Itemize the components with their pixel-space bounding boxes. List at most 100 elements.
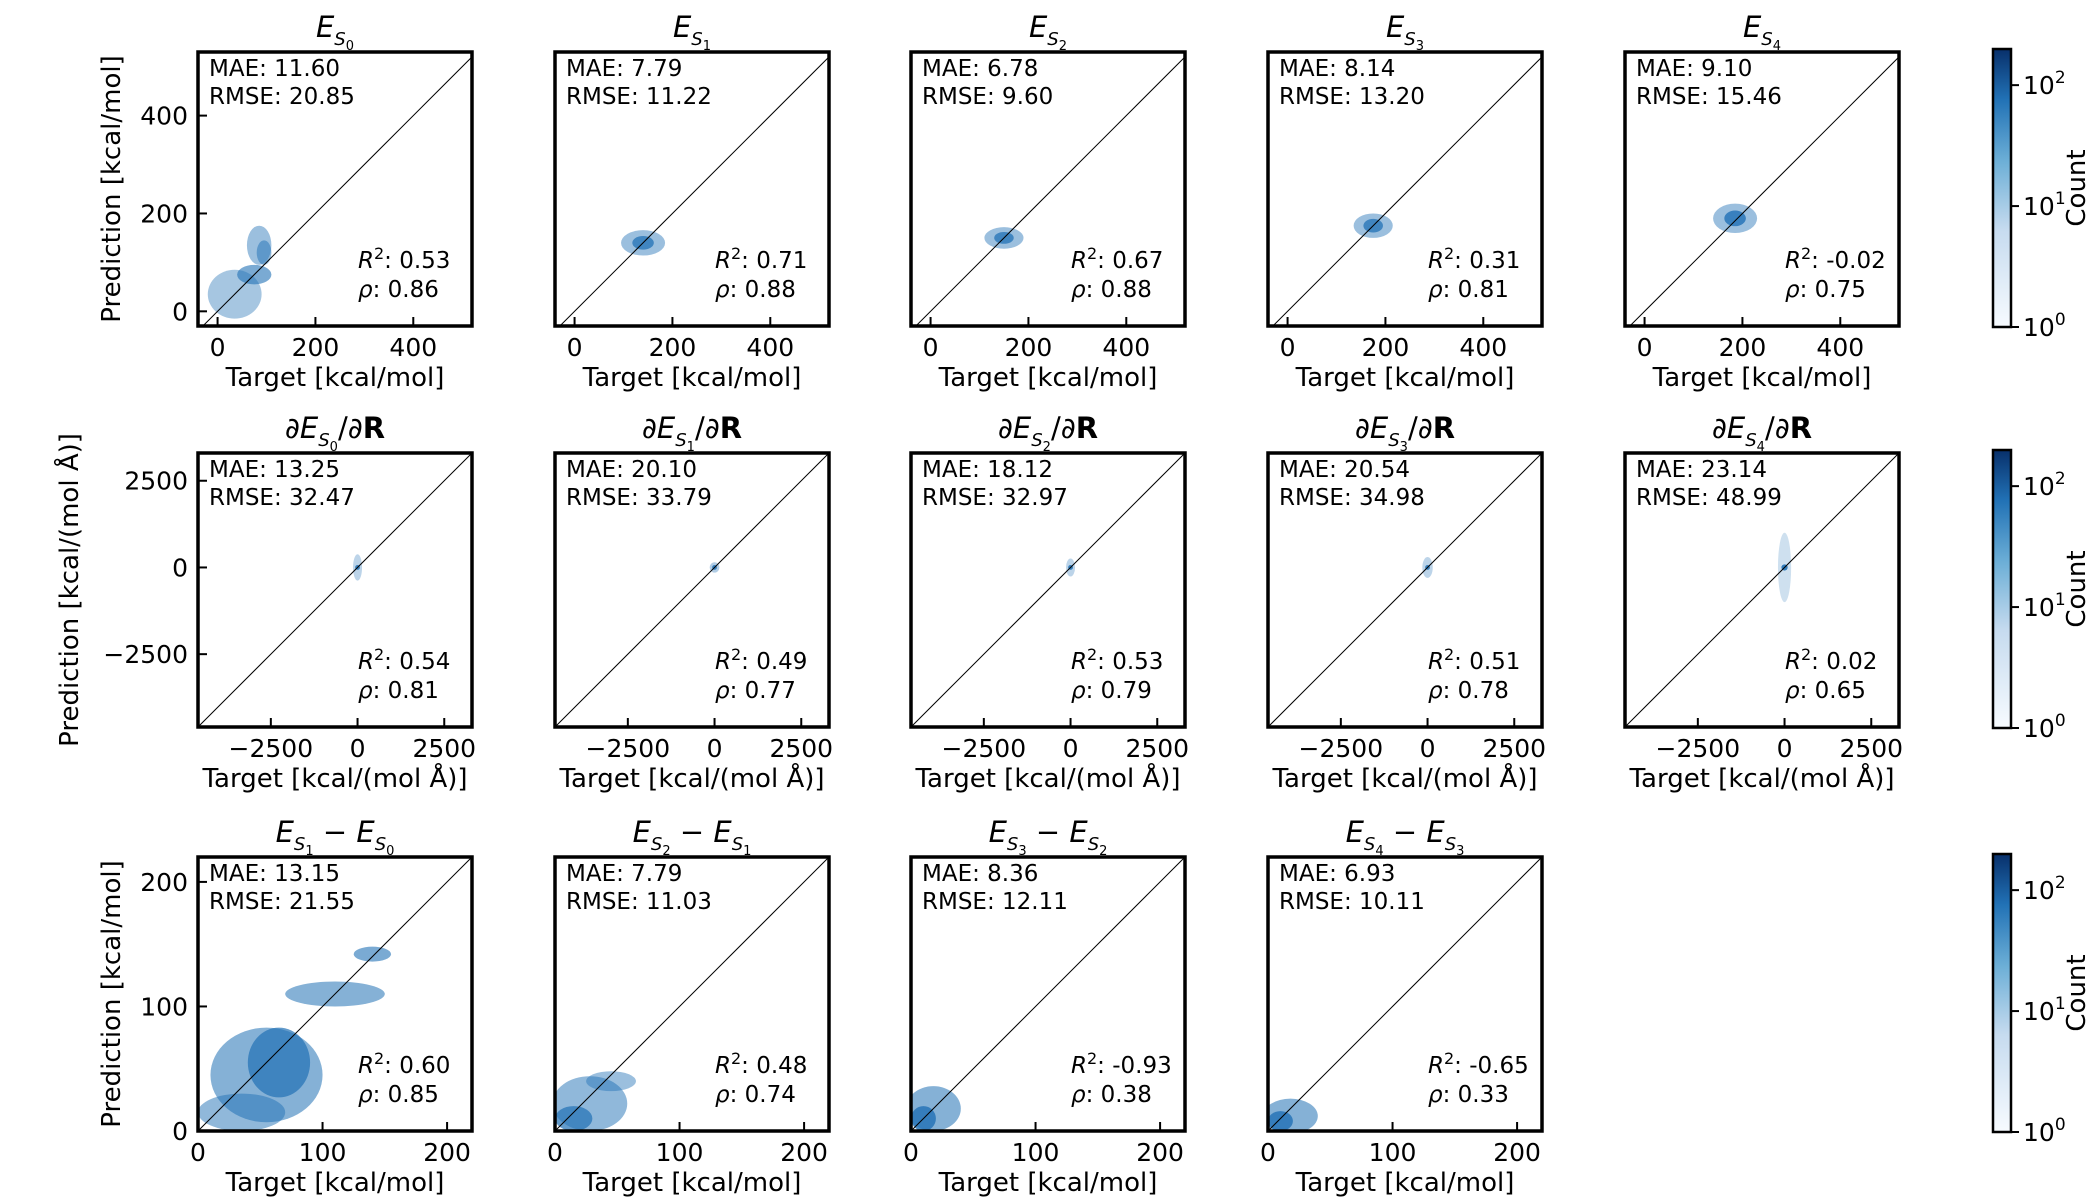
- r2-annotation: R2: 0.54: [358, 645, 450, 675]
- colorbar-1: 100 101 102 Count: [1991, 47, 2092, 342]
- hexbin-density-blob: [1724, 210, 1746, 227]
- x-tick-label: 400: [746, 333, 794, 362]
- x-tick-label: 0: [1280, 333, 1296, 362]
- x-axis-label: Target [kcal/(mol Å)]: [1271, 762, 1537, 794]
- colorbar-tick-label: 100: [2023, 1115, 2066, 1147]
- colorbar-3: 100 101 102 Count: [1991, 852, 2092, 1147]
- density-layer: [911, 857, 1185, 1131]
- mae-annotation: MAE: 6.78: [922, 56, 1038, 82]
- x-tick-label: 2500: [1482, 734, 1546, 763]
- r2-annotation: R2: 0.49: [715, 645, 807, 675]
- x-tick-label: 100: [299, 1138, 347, 1167]
- r2-annotation: R2: -0.65: [1428, 1049, 1529, 1079]
- mae-annotation: MAE: 11.60: [209, 56, 340, 82]
- mae-annotation: MAE: 20.10: [566, 457, 697, 483]
- mae-annotation: MAE: 20.54: [1279, 457, 1410, 483]
- x-tick-label: 400: [1102, 333, 1150, 362]
- hexbin-density-blob: [555, 1106, 593, 1131]
- subplot-title: ∂ES4/∂R: [1712, 411, 1812, 455]
- axes-frame: [909, 50, 1187, 328]
- x-tick-label: 0: [1260, 1138, 1276, 1167]
- x-tick-label: 400: [389, 333, 437, 362]
- r2-annotation: R2: 0.51: [1428, 645, 1520, 675]
- density-layer: [1625, 453, 1899, 727]
- rho-annotation: ρ: 0.33: [1428, 1082, 1509, 1108]
- x-tick-label: 200: [1493, 1138, 1541, 1167]
- y-axis-label: Prediction [kcal/mol]: [97, 55, 127, 322]
- x-tick-label: 2500: [1839, 734, 1903, 763]
- density-layer: [555, 857, 829, 1131]
- mae-annotation: MAE: 18.12: [922, 457, 1053, 483]
- axes-frame: [1623, 451, 1901, 729]
- x-tick-label: 0: [210, 333, 226, 362]
- x-tick-label: 0: [903, 1138, 919, 1167]
- mae-annotation: MAE: 13.15: [209, 861, 340, 887]
- identity-line: [198, 453, 472, 727]
- subplot-title: ES4: [1743, 10, 1781, 54]
- x-tick-label: 100: [656, 1138, 704, 1167]
- x-tick-label: 100: [1012, 1138, 1060, 1167]
- identity-line: [915, 56, 1185, 326]
- rmse-annotation: RMSE: 21.55: [209, 889, 355, 915]
- density-layer: [915, 56, 1185, 326]
- axes-frame: [909, 855, 1187, 1133]
- x-axis-label: Target [kcal/mol]: [938, 1168, 1158, 1198]
- x-axis-label: Target [kcal/(mol Å)]: [914, 762, 1180, 794]
- mae-annotation: MAE: 6.93: [1279, 861, 1395, 887]
- mae-annotation: MAE: 7.79: [566, 56, 682, 82]
- y-tick-label: 400: [140, 102, 188, 131]
- y-axis-label: Prediction [kcal/mol]: [97, 860, 127, 1127]
- x-tick-label: 200: [423, 1138, 471, 1167]
- identity-line: [559, 56, 829, 326]
- axes-frame: [1266, 451, 1544, 729]
- colorbar-label: Count: [2062, 550, 2092, 627]
- colorbar-gradient: [1991, 852, 2013, 1134]
- x-tick-label: 100: [1369, 1138, 1417, 1167]
- rmse-annotation: RMSE: 10.11: [1279, 889, 1425, 915]
- x-tick-label: 0: [923, 333, 939, 362]
- subplot-title: ∂ES3/∂R: [1355, 411, 1455, 455]
- subplot-title: ES2 − ES1: [633, 815, 752, 859]
- colorbar-gradient: [1991, 47, 2013, 329]
- subplot-title: ES0: [316, 10, 354, 54]
- subplot-title: ES2: [1029, 10, 1067, 54]
- density-layer: [1268, 857, 1542, 1131]
- x-axis-label: Target [kcal/mol]: [1652, 363, 1872, 393]
- axes-frame: [196, 50, 474, 328]
- x-axis-label: Target [kcal/(mol Å)]: [558, 762, 824, 794]
- x-tick-label: 400: [1816, 333, 1864, 362]
- x-tick-label: 400: [1459, 333, 1507, 362]
- subplot-title: ES1 − ES0: [276, 815, 395, 859]
- rho-annotation: ρ: 0.81: [1428, 277, 1509, 303]
- x-axis-label: Target [kcal/mol]: [582, 363, 802, 393]
- x-axis-label: Target [kcal/mol]: [582, 1168, 802, 1198]
- identity-line: [911, 453, 1185, 727]
- identity-line: [911, 857, 1185, 1131]
- x-tick-label: 0: [1420, 734, 1436, 763]
- colorbar-label: Count: [2062, 149, 2092, 226]
- hexbin-density-blob: [353, 946, 392, 962]
- hexbin-density-blob: [247, 1027, 311, 1098]
- rho-annotation: ρ: 0.38: [1071, 1082, 1152, 1108]
- identity-line: [1268, 453, 1542, 727]
- colorbar-tick-label: 102: [2023, 68, 2066, 100]
- identity-line: [1272, 56, 1542, 326]
- x-tick-label: 0: [567, 333, 583, 362]
- axes-frame: [553, 50, 831, 328]
- x-tick-label: 2500: [412, 734, 476, 763]
- rmse-annotation: RMSE: 33.79: [566, 485, 712, 511]
- r2-annotation: R2: 0.31: [1428, 244, 1520, 274]
- colorbar-tick-label: 101: [2023, 994, 2066, 1026]
- x-axis-label: Target [kcal/mol]: [938, 363, 1158, 393]
- rho-annotation: ρ: 0.65: [1785, 678, 1866, 704]
- x-axis-label: Target [kcal/mol]: [1295, 1168, 1515, 1198]
- density-layer: [559, 56, 829, 326]
